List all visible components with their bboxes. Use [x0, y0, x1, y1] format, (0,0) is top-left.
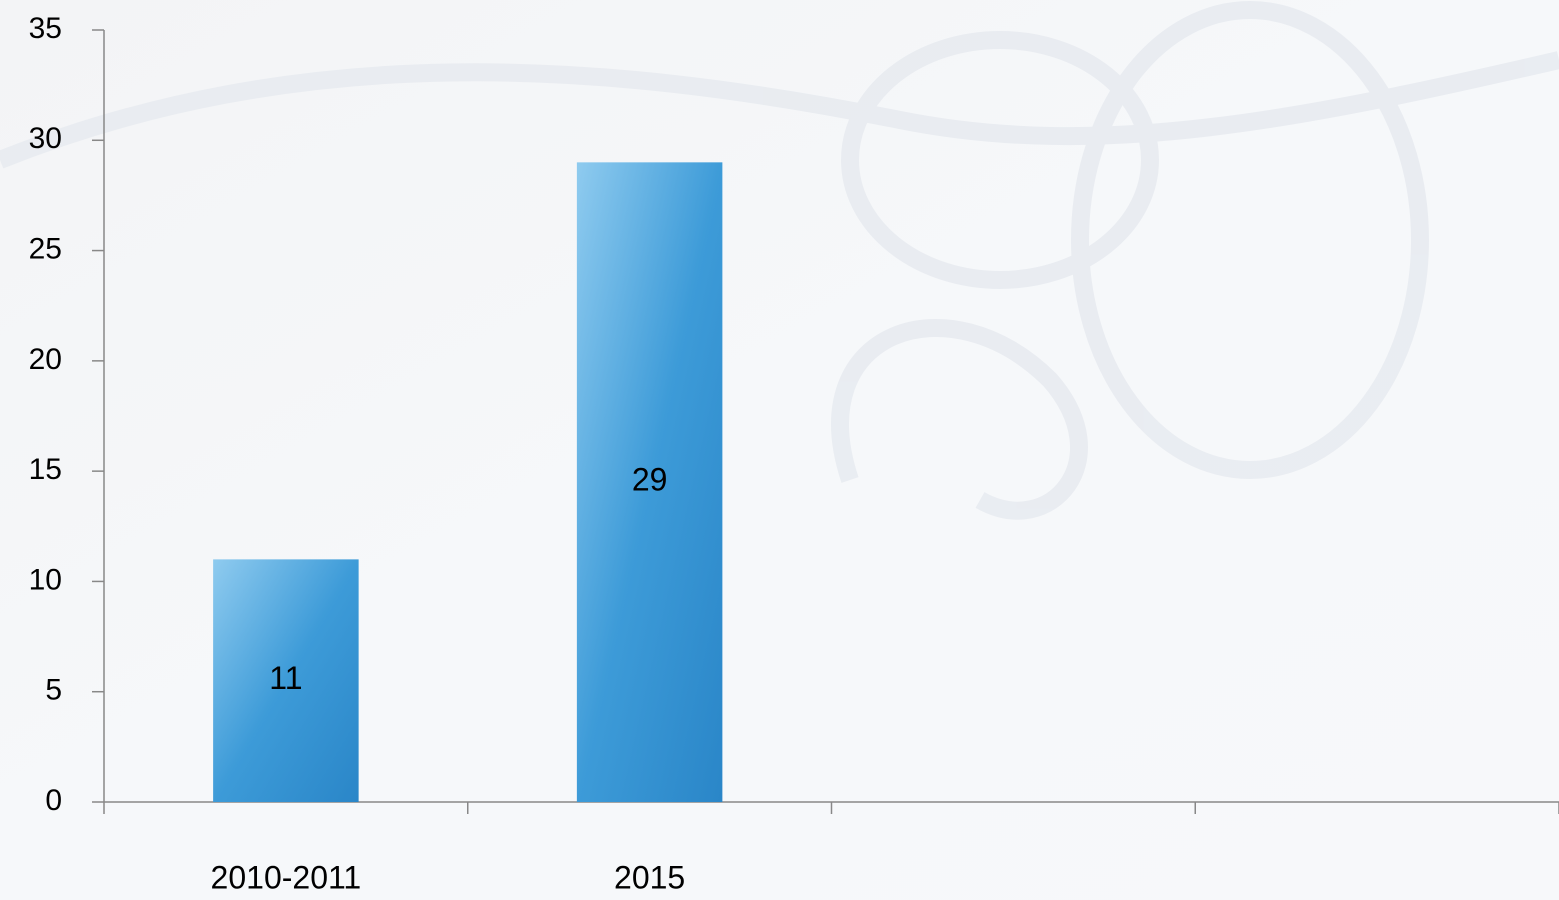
y-tick-label: 5	[45, 674, 62, 707]
y-tick-label: 15	[29, 453, 62, 486]
y-tick-label: 35	[29, 12, 62, 45]
y-tick-label: 10	[29, 563, 62, 596]
y-tick-label: 0	[45, 784, 62, 817]
y-tick-label: 20	[29, 343, 62, 376]
x-tick-label: 2010-2011	[211, 859, 362, 895]
chart: 0 5 10 15 20 25 30 35 2010-2011 11 2015 29	[0, 0, 1559, 900]
y-tick-label: 30	[29, 122, 62, 155]
data-label: 11	[269, 660, 302, 696]
y-tick-label: 25	[29, 232, 62, 265]
x-tick-label: 2015	[614, 859, 685, 895]
data-label: 29	[632, 462, 668, 498]
